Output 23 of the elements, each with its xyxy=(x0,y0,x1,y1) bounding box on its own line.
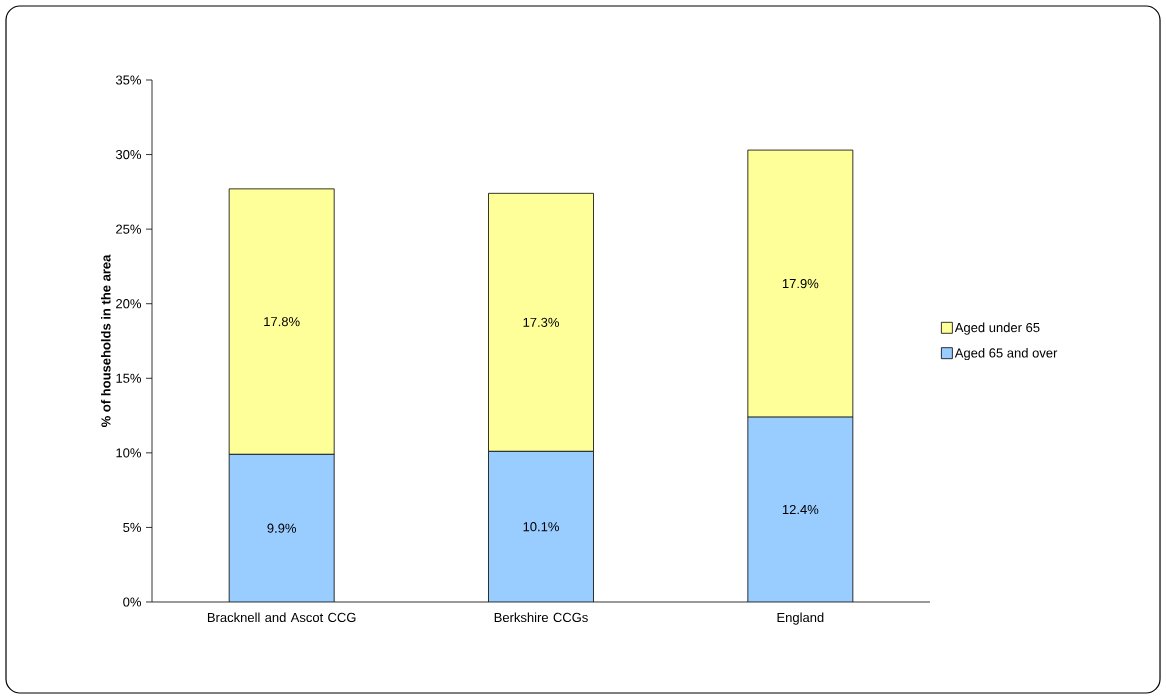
data-label: 17.3% xyxy=(523,317,559,327)
data-label: 10.1% xyxy=(523,522,559,532)
bar xyxy=(488,451,594,602)
y-tick-label: 35% xyxy=(115,75,142,85)
bar xyxy=(229,454,335,602)
data-label: 12.4% xyxy=(782,504,819,515)
data-label: 9.9% xyxy=(267,523,297,533)
y-tick-label: 5% xyxy=(123,522,142,532)
y-tick-label: 0% xyxy=(123,597,142,607)
legend-label: Aged under 65 xyxy=(954,322,1040,335)
y-tick-label: 30% xyxy=(115,149,142,160)
y-tick-label: 10% xyxy=(116,448,142,458)
y-tick-label: 25% xyxy=(116,224,142,234)
x-tick-label: Bracknell and Ascot CCG xyxy=(207,612,356,623)
y-axis-title: % of households in the area xyxy=(101,254,111,427)
bar xyxy=(747,416,854,602)
y-tick-label: 15% xyxy=(116,373,142,383)
data-label: 17.8% xyxy=(264,317,300,327)
legend-label: Aged 65 and over xyxy=(954,347,1058,361)
x-tick-label: Berkshire CCGs xyxy=(494,612,588,623)
x-tick-label: England xyxy=(777,612,824,625)
data-label: 17.9% xyxy=(782,278,819,289)
y-tick-label: 20% xyxy=(116,299,142,309)
